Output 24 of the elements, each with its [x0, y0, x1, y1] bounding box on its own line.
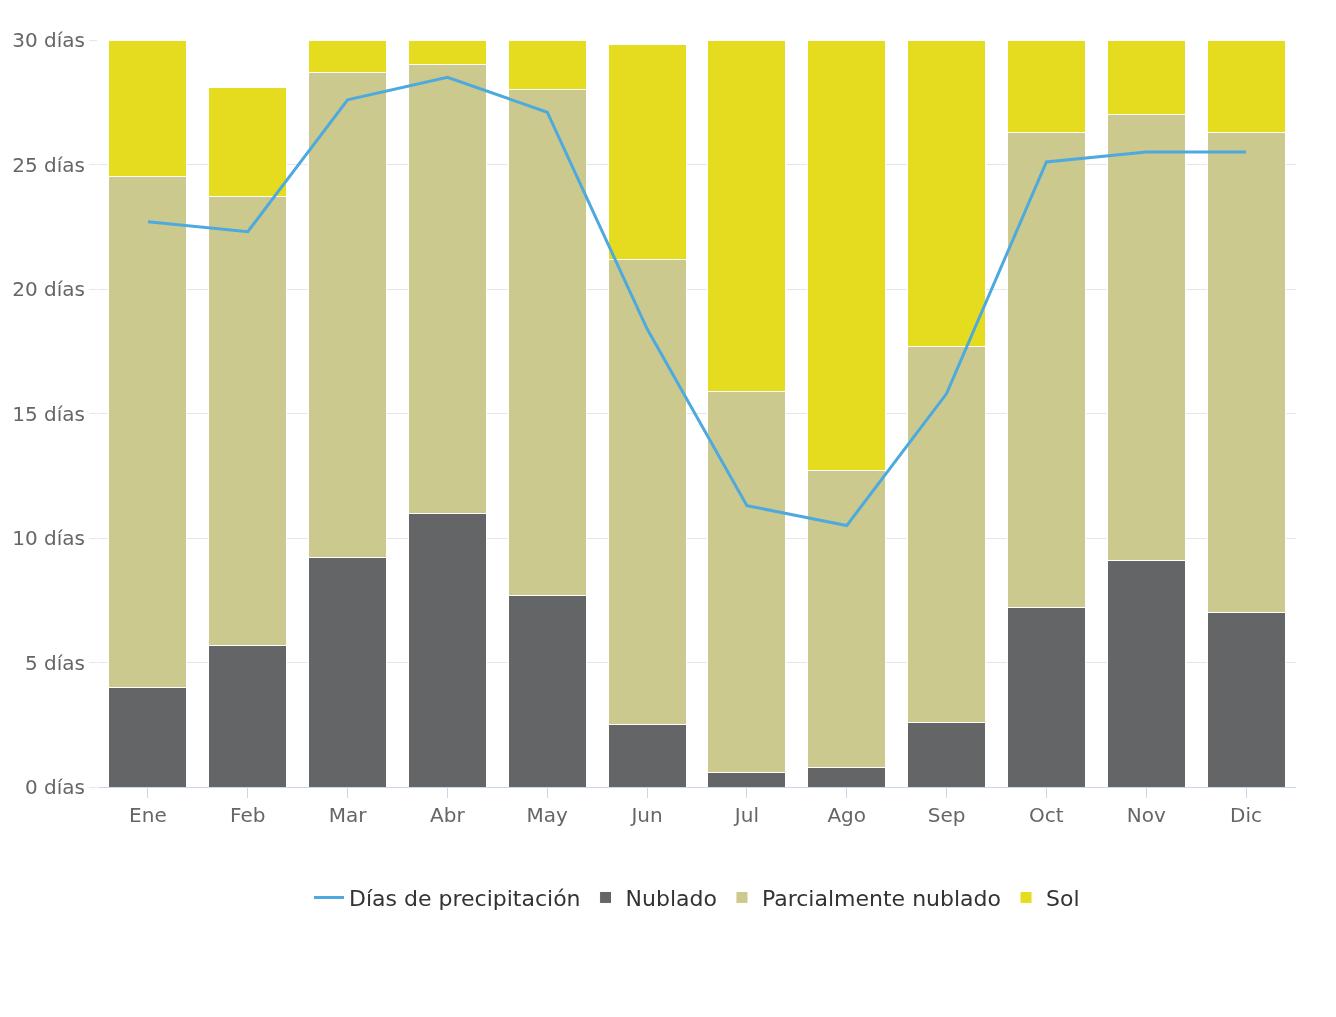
- line-series: [146, 75, 1248, 528]
- x-tick-label: Ago: [827, 803, 867, 827]
- x-tick-label: Dic: [1230, 803, 1263, 827]
- legend-label: Parcialmente nublado: [761, 886, 1002, 912]
- x-tick-label: Mar: [328, 803, 368, 827]
- y-tick-label: 15 días: [12, 401, 85, 426]
- x-tick-label: May: [526, 803, 569, 827]
- legend-label: Sol: [1046, 886, 1080, 912]
- y-tick-label: 25 días: [12, 152, 85, 177]
- y-tick-label: 0 días: [24, 775, 85, 799]
- x-tick-label: Jun: [629, 803, 663, 827]
- x-tick-label: Ene: [129, 803, 167, 827]
- x-tick-label: Jul: [732, 803, 759, 827]
- x-tick-label: Oct: [1029, 803, 1064, 827]
- x-tick-label: Nov: [1126, 803, 1166, 827]
- y-tick-label: 5 días: [24, 650, 85, 675]
- legend-label: Días de precipitación: [349, 886, 581, 912]
- y-tick-label: 20 días: [12, 277, 85, 301]
- x-tick-label: Feb: [230, 803, 266, 827]
- y-tick-label: 10 días: [12, 526, 85, 550]
- legend-label: Nublado: [625, 886, 717, 912]
- x-tick-label: Sep: [927, 803, 966, 827]
- y-tick-label: 30 días: [12, 28, 85, 52]
- x-tick-label: Abr: [430, 803, 466, 827]
